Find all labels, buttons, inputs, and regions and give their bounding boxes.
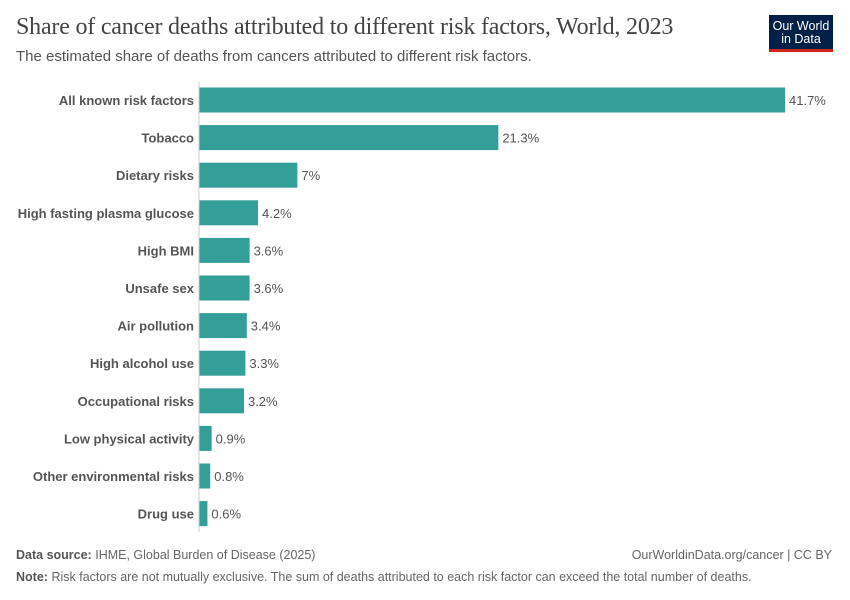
chart-title: Share of cancer deaths attributed to dif… <box>16 14 674 40</box>
owid-logo[interactable]: Our World in Data <box>769 15 833 52</box>
value-label: 41.7% <box>789 93 826 108</box>
data-source: Data source: IHME, Global Burden of Dise… <box>16 548 316 562</box>
bar[interactable] <box>199 501 208 527</box>
value-label: 7% <box>301 168 320 183</box>
value-label: 3.4% <box>251 319 281 334</box>
source-link[interactable]: OurWorldinData.org/cancer | CC BY <box>631 548 832 562</box>
bar[interactable] <box>199 200 259 226</box>
value-label: 0.6% <box>211 507 241 522</box>
category-label: High BMI <box>138 243 194 258</box>
note: Note: Risk factors are not mutually excl… <box>16 570 752 584</box>
bar[interactable] <box>199 388 244 414</box>
bar[interactable] <box>199 237 250 263</box>
value-label: 0.9% <box>216 431 246 446</box>
bar[interactable] <box>199 425 212 451</box>
value-label: 3.2% <box>248 394 278 409</box>
value-label: 3.3% <box>249 356 279 371</box>
category-label: Other environmental risks <box>33 469 194 484</box>
bar[interactable] <box>199 275 250 301</box>
category-label: All known risk factors <box>59 93 194 108</box>
category-label: Unsafe sex <box>125 281 194 296</box>
category-label: Dietary risks <box>116 168 194 183</box>
category-label: Occupational risks <box>78 394 194 409</box>
value-label: 3.6% <box>254 243 284 258</box>
value-label: 0.8% <box>214 469 244 484</box>
bar[interactable] <box>199 350 246 376</box>
chart-subtitle: The estimated share of deaths from cance… <box>16 48 532 65</box>
category-label: High fasting plasma glucose <box>18 206 194 221</box>
bar[interactable] <box>199 125 499 151</box>
category-label: Drug use <box>138 507 194 522</box>
category-label: Tobacco <box>142 131 195 146</box>
value-label: 3.6% <box>254 281 284 296</box>
bar[interactable] <box>199 162 298 188</box>
category-label: Air pollution <box>117 319 194 334</box>
bar[interactable] <box>199 313 247 339</box>
value-label: 21.3% <box>502 131 539 146</box>
category-label: High alcohol use <box>90 356 194 371</box>
value-label: 4.2% <box>262 206 292 221</box>
category-label: Low physical activity <box>64 431 195 446</box>
bar[interactable] <box>199 463 211 489</box>
bar[interactable] <box>199 87 785 113</box>
